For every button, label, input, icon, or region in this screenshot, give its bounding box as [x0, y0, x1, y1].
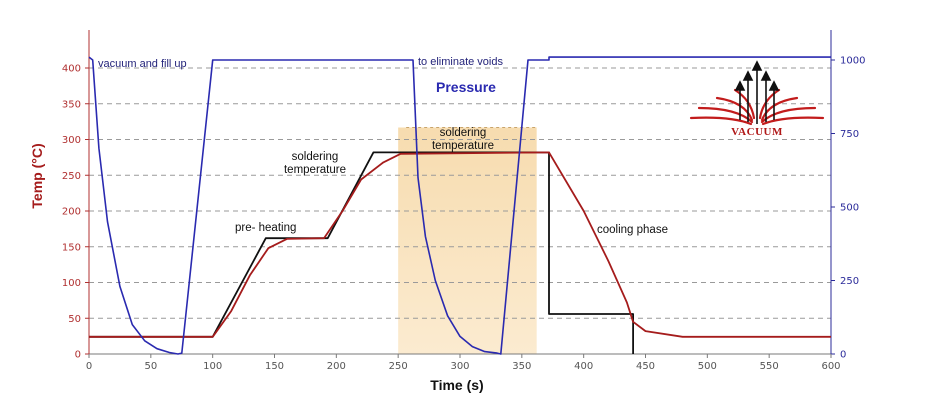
- right-tick-label-250: 250: [840, 276, 859, 287]
- vacuum-logo-text: VACUUM: [731, 126, 783, 138]
- series-layer: [88, 56, 831, 355]
- left-tick-label-100: 100: [62, 278, 81, 289]
- x-tick-label-500: 500: [698, 361, 717, 372]
- pressure-line: [88, 56, 831, 355]
- left-tick-label-350: 350: [62, 99, 81, 110]
- right-tick-label-0: 0: [840, 350, 846, 361]
- annotation-soldering-temperature-line1: soldering: [292, 151, 339, 163]
- x-tick-label-550: 550: [760, 361, 779, 372]
- annotation-preheating: pre- heating: [235, 222, 296, 234]
- annotation-vacuum-fill: vacuum and fill up: [98, 58, 187, 70]
- x-tick-label-200: 200: [327, 361, 346, 372]
- left-tick-label-200: 200: [62, 207, 81, 218]
- x-tick-label-300: 300: [450, 361, 469, 372]
- ticks-layer: 0 50 100 150 200 250 300 350 400 0 250 500 750 1000 0 5…: [62, 56, 866, 373]
- x-tick-label-350: 350: [512, 361, 531, 372]
- annotation-pressure: Pressure: [436, 79, 496, 95]
- shade-layer: [398, 127, 537, 354]
- x-tick-label-100: 100: [203, 361, 222, 372]
- x-tick-label-250: 250: [389, 361, 408, 372]
- annotation-cooling-phase: cooling phase: [597, 224, 668, 236]
- left-tick-label-250: 250: [62, 171, 81, 182]
- x-tick-label-50: 50: [144, 361, 157, 372]
- y-axis-label: Temp (°C): [29, 143, 45, 208]
- left-tick-label-300: 300: [62, 135, 81, 146]
- x-axis-label: Time (s): [430, 377, 483, 393]
- x-tick-label-600: 600: [821, 361, 840, 372]
- x-tick-label-400: 400: [574, 361, 593, 372]
- grid-layer: [89, 67, 831, 319]
- annotation-soldering-box-line1: soldering: [440, 127, 487, 139]
- x-tick-label-450: 450: [636, 361, 655, 372]
- right-tick-label-1000: 1000: [840, 56, 865, 67]
- left-tick-label-0: 0: [75, 350, 81, 361]
- annotation-eliminate-voids: to eliminate voids: [418, 56, 503, 68]
- left-tick-label-150: 150: [62, 242, 81, 253]
- temperature-setpoint-line: [89, 151, 634, 354]
- right-tick-label-500: 500: [840, 203, 859, 214]
- left-tick-label-400: 400: [62, 64, 81, 75]
- right-tick-label-750: 750: [840, 129, 859, 140]
- annotation-soldering-temperature-line2: temperature: [284, 164, 346, 176]
- x-tick-label-150: 150: [265, 361, 284, 372]
- annotation-soldering-box-line2: temperature: [432, 140, 494, 152]
- vacuum-logo: VACUUM: [689, 60, 825, 138]
- temperature-actual-line: [89, 151, 831, 338]
- soldering-region-shade: [398, 127, 537, 354]
- left-tick-label-50: 50: [68, 314, 81, 325]
- x-tick-label-0: 0: [86, 361, 92, 372]
